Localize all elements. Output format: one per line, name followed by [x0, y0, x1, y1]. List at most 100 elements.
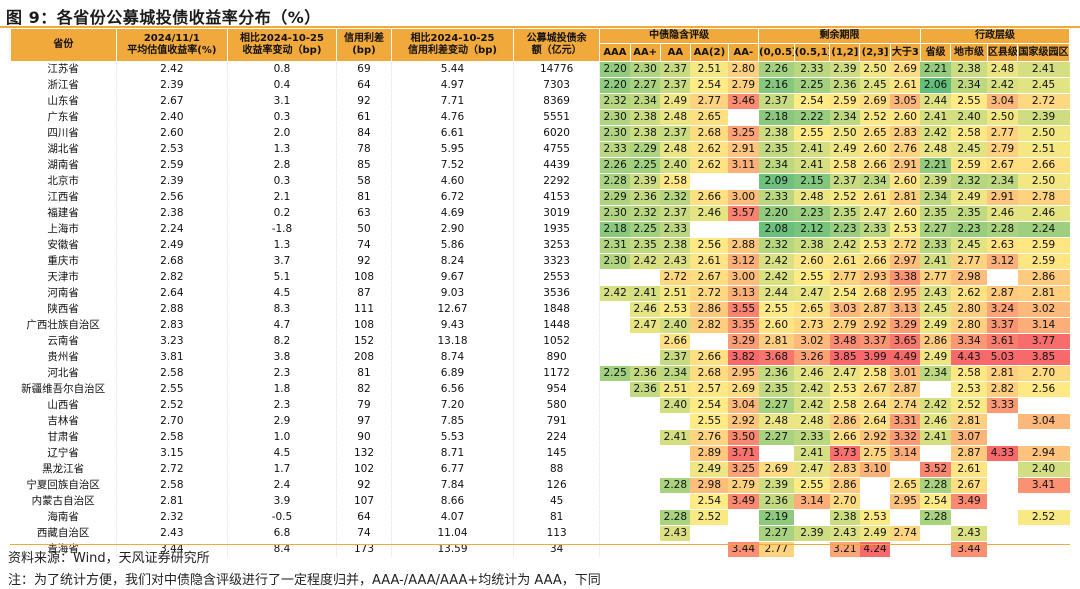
- heatmap-cell: 2.36: [758, 493, 795, 510]
- province-cell: 新疆维吾尔自治区: [10, 381, 117, 398]
- heatmap-cell: 2.55: [794, 477, 830, 494]
- yield-cell: 2.82: [116, 269, 228, 286]
- heatmap-cell: 4.33: [987, 445, 1018, 462]
- heatmap-cell: 2.81: [1017, 285, 1070, 302]
- heatmap-cell: 2.36: [630, 189, 661, 206]
- heatmap-cell: 2.45: [1017, 77, 1070, 94]
- heatmap-cell: 2.35: [758, 381, 795, 398]
- spread-cell: 108: [336, 269, 393, 286]
- heatmap-cell: 2.81: [987, 365, 1018, 382]
- yield-cell: 2.49: [116, 237, 228, 254]
- heatmap-cell: 3.02: [1017, 301, 1070, 318]
- header-admin-city: 地市级: [950, 43, 988, 62]
- heatmap-cell: [690, 173, 729, 190]
- heatmap-cell: 3.35: [728, 317, 759, 334]
- yield-cell: 2.52: [116, 397, 228, 414]
- heatmap-cell: 2.38: [950, 61, 988, 78]
- spread-cell: 82: [336, 381, 393, 398]
- province-cell: 江苏省: [10, 61, 117, 78]
- heatmap-cell: [728, 109, 759, 126]
- heatmap-cell: 2.33: [920, 237, 951, 254]
- table-row: 辽宁省 3.15 4.5 132 8.71 145 2.89 3.71 2.41 3.73 2.75…: [10, 445, 1070, 462]
- heatmap-cell: [890, 509, 921, 526]
- heatmap-cell: 2.62: [950, 285, 988, 302]
- heatmap-cell: 2.44: [758, 285, 795, 302]
- heatmap-cell: 2.41: [794, 445, 830, 462]
- heatmap-cell: 2.64: [859, 413, 891, 430]
- heatmap-cell: 2.26: [758, 61, 795, 78]
- heatmap-cell: 2.23: [829, 221, 860, 238]
- heatmap-cell: 3.33: [987, 397, 1018, 414]
- heatmap-cell: [920, 541, 951, 558]
- heatmap-cell: 3.12: [987, 253, 1018, 270]
- yield-cell: 2.38: [116, 205, 228, 222]
- spread-change-cell: 2.90: [391, 221, 514, 238]
- spread-change-cell: 8.66: [391, 493, 514, 510]
- heatmap-cell: 2.66: [1017, 157, 1070, 174]
- header-schg-label: 信用利差变动（bp): [408, 45, 497, 56]
- spread-change-cell: 7.71: [391, 93, 514, 110]
- heatmap-cell: 2.38: [630, 109, 661, 126]
- heatmap-cell: 3.05: [890, 93, 921, 110]
- table-body: 江苏省 2.42 0.8 69 5.44 14776 2.20 2.30 2.37 2.51 2.8…: [10, 61, 1070, 558]
- heatmap-cell: 2.34: [660, 365, 691, 382]
- heatmap-cell: 2.77: [829, 269, 860, 286]
- table-row: 湖北省 2.53 1.3 78 5.95 4755 2.33 2.29 2.48 2.62 2.91…: [10, 141, 1070, 158]
- spread-change-cell: 4.76: [391, 109, 514, 126]
- heatmap-cell: [1017, 541, 1070, 558]
- table-row: 宁夏回族自治区 2.58 2.4 92 7.84 126 2.28 2.98 2.79 2.39 2…: [10, 477, 1070, 494]
- heatmap-cell: 2.42: [987, 77, 1018, 94]
- heatmap-cell: 2.53: [829, 381, 860, 398]
- heatmap-cell: 2.95: [890, 285, 921, 302]
- heatmap-cell: [920, 445, 951, 462]
- heatmap-cell: 2.48: [660, 109, 691, 126]
- balance-cell: 890: [513, 349, 601, 366]
- heatmap-cell: 2.34: [859, 173, 891, 190]
- heatmap-cell: 2.59: [950, 157, 988, 174]
- spread-change-cell: 12.67: [391, 301, 514, 318]
- header-yield: 2024/11/1 平均估值收益率(%): [115, 28, 228, 62]
- heatmap-cell: [660, 493, 691, 510]
- balance-cell: 3323: [513, 253, 601, 270]
- yield-cell: 2.42: [116, 61, 228, 78]
- table-row: 天津市 2.82 5.1 108 9.67 2553 2.72 2.67 3.00 2.42 2.5…: [10, 269, 1070, 286]
- yield-cell: 2.68: [116, 253, 228, 270]
- heatmap-cell: 2.51: [660, 285, 691, 302]
- heatmap-cell: 2.62: [690, 157, 729, 174]
- heatmap-cell: 2.30: [599, 125, 631, 142]
- table-row: 云南省 3.23 8.2 152 13.18 1052 2.66 3.29 2.81 3.02 3.…: [10, 333, 1070, 350]
- heatmap-cell: [630, 493, 661, 510]
- heatmap-cell: 2.39: [794, 525, 830, 542]
- header-chg-date: 相比2024-10-25: [239, 33, 324, 44]
- balance-cell: 126: [513, 477, 601, 494]
- yield-cell: 2.32: [116, 509, 228, 526]
- heatmap-cell: 2.88: [728, 237, 759, 254]
- heatmap-cell: 2.38: [660, 237, 691, 254]
- heatmap-cell: 3.00: [728, 189, 759, 206]
- yield-change-cell: 0.4: [227, 77, 337, 94]
- header-maturity-2-3: (2,3]: [859, 43, 891, 62]
- heatmap-cell: 3.25: [728, 125, 759, 142]
- yield-cell: 2.88: [116, 301, 228, 318]
- table-row: 四川省 2.60 2.0 84 6.61 6020 2.30 2.38 2.37 2.68 3.25…: [10, 125, 1070, 142]
- spread-cell: 90: [336, 429, 393, 446]
- heatmap-cell: 3.14: [1017, 317, 1070, 334]
- heatmap-cell: [630, 525, 661, 542]
- yield-change-cell: 2.4: [227, 477, 337, 494]
- header-admin-county: 区县级: [986, 43, 1019, 62]
- spread-change-cell: 4.97: [391, 77, 514, 94]
- heatmap-cell: 3.44: [950, 541, 988, 558]
- heatmap-cell: 3.34: [950, 333, 988, 350]
- heatmap-cell: 2.65: [690, 109, 729, 126]
- yield-change-cell: 3.9: [227, 493, 337, 510]
- heatmap-cell: 5.03: [987, 349, 1018, 366]
- table-header: 省份 2024/11/1 平均估值收益率(%) 相比2024-10-25 收益率变动…: [10, 28, 1071, 62]
- heatmap-cell: 2.53: [950, 381, 988, 398]
- heatmap-cell: 2.20: [758, 205, 795, 222]
- heatmap-cell: [794, 541, 830, 558]
- header-admin-park: 国家级园区: [1017, 43, 1070, 62]
- heatmap-cell: 2.48: [794, 189, 830, 206]
- table-row: 广西壮族自治区 2.83 4.7 108 9.43 1448 2.47 2.40 2.82 3.3…: [10, 317, 1070, 334]
- heatmap-cell: 2.21: [920, 157, 951, 174]
- heatmap-cell: 2.80: [728, 61, 759, 78]
